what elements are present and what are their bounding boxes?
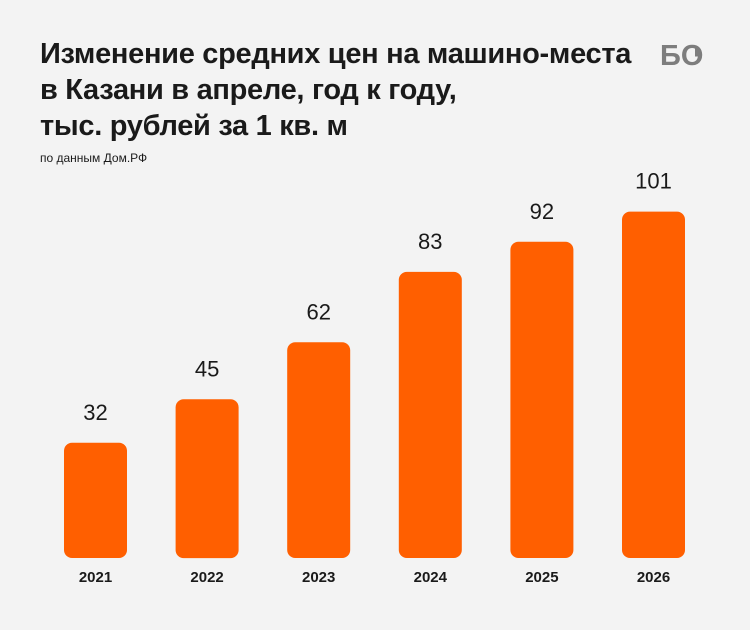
data-source-note: по данным Дом.РФ — [40, 151, 148, 165]
chart-title-line-1: Изменение средних цен на машино-места — [40, 38, 632, 70]
x-axis-tick-labels: 2021 2022 2023 2024 2025 2026 — [79, 569, 670, 586]
bar-2026 — [622, 211, 685, 558]
x-tick-label-2025: 2025 — [525, 569, 558, 586]
chart-title-line-2: в Казани в апреле, год к году, — [40, 74, 457, 106]
x-tick-label-2022: 2022 — [190, 569, 223, 586]
bar-value-label-2022: 45 — [195, 356, 219, 381]
x-tick-label-2021: 2021 — [79, 569, 112, 586]
value-labels-layer: 32 45 62 83 92 101 — [83, 169, 672, 425]
bar-value-label-2024: 83 — [418, 229, 442, 254]
bar-value-label-2021: 32 — [83, 400, 107, 425]
x-tick-label-2026: 2026 — [637, 569, 670, 586]
bar-value-label-2023: 62 — [306, 299, 330, 324]
chart-title: Изменение средних цен на машино-места в … — [40, 36, 640, 144]
bar-value-label-2025: 92 — [530, 199, 554, 224]
bar-2021 — [64, 442, 127, 558]
bar-2022 — [175, 399, 239, 559]
x-tick-label-2024: 2024 — [414, 569, 448, 586]
bar-2023 — [287, 342, 351, 558]
x-tick-label-2023: 2023 — [302, 569, 335, 586]
chart-title-line-3: тыс. рублей за 1 кв. м — [40, 110, 348, 142]
bars-layer — [64, 211, 685, 559]
bo-logo: БО — [660, 40, 703, 70]
bar-value-label-2026: 101 — [635, 169, 672, 194]
bar-2025 — [510, 241, 574, 559]
bar-2024 — [398, 271, 462, 558]
